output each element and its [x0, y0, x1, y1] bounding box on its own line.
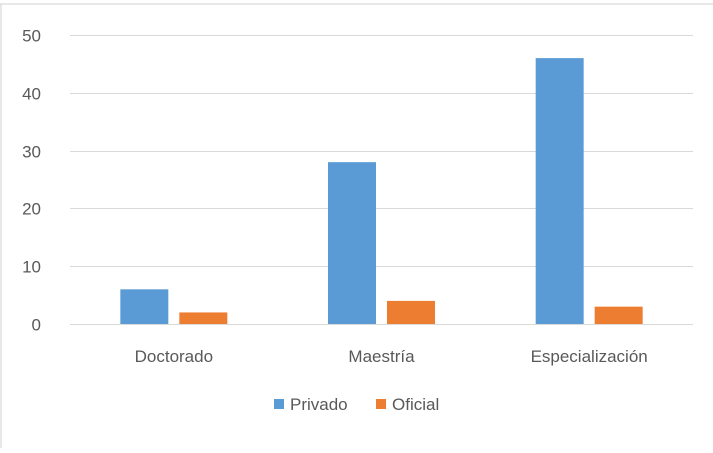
y-tick-label: 50 — [22, 27, 41, 46]
bar-privado-1 — [328, 162, 376, 324]
y-tick-label: 10 — [22, 258, 41, 277]
legend-label-privado: Privado — [290, 395, 348, 414]
x-category-label: Maestría — [348, 347, 415, 366]
bars — [120, 58, 643, 325]
legend-swatch-oficial — [376, 399, 386, 409]
y-tick-label: 20 — [22, 200, 41, 219]
y-tick-label: 40 — [22, 85, 41, 104]
bar-oficial-0 — [179, 312, 228, 324]
bar-oficial-2 — [594, 306, 643, 324]
gridlines — [70, 35, 693, 325]
y-tick-label: 30 — [22, 143, 41, 162]
bar-oficial-1 — [387, 300, 435, 324]
legend: Privado Oficial — [274, 395, 439, 414]
x-axis: Doctorado Maestría Especialización — [135, 347, 648, 366]
x-category-label: Doctorado — [135, 347, 213, 366]
legend-label-oficial: Oficial — [392, 395, 439, 414]
y-axis: 0 10 20 30 40 50 — [22, 27, 41, 335]
legend-swatch-privado — [274, 399, 284, 409]
bar-privado-0 — [120, 289, 169, 324]
y-tick-label: 0 — [32, 316, 41, 335]
bar-privado-2 — [535, 58, 584, 325]
x-category-label: Especialización — [531, 347, 648, 366]
